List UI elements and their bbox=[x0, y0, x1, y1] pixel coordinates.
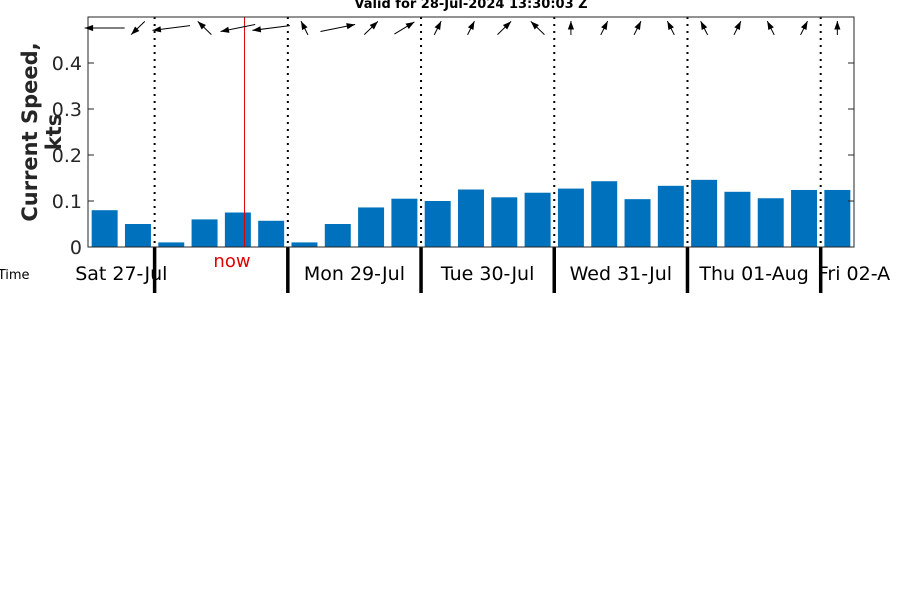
bar bbox=[657, 185, 684, 247]
y-tick-label: 0.4 bbox=[52, 53, 82, 75]
direction-arrow bbox=[766, 20, 775, 36]
bar bbox=[224, 212, 251, 247]
direction-arrow bbox=[197, 21, 212, 35]
bar bbox=[524, 192, 551, 247]
y-tick-label: 0.1 bbox=[52, 191, 82, 213]
bar bbox=[824, 189, 851, 247]
direction-arrow bbox=[666, 20, 675, 36]
bar bbox=[424, 201, 451, 247]
bar bbox=[358, 207, 385, 247]
day-label: Fri 02-A bbox=[817, 263, 891, 285]
bar bbox=[291, 242, 318, 247]
bar bbox=[258, 220, 285, 247]
direction-arrow bbox=[633, 20, 642, 36]
direction-arrow bbox=[800, 20, 808, 36]
day-label: Thu 01-Aug bbox=[699, 263, 809, 285]
chart-title: Valid for 28-Jul-2024 13:30:03 Z bbox=[354, 0, 588, 12]
plot-frame bbox=[87, 16, 855, 248]
day-label: Tue 30-Jul bbox=[440, 263, 535, 285]
bar bbox=[191, 219, 218, 247]
direction-arrow bbox=[433, 20, 442, 36]
direction-arrow bbox=[300, 20, 309, 36]
direction-arrow bbox=[394, 21, 415, 35]
bar bbox=[557, 188, 584, 247]
direction-arrow bbox=[600, 20, 609, 36]
direction-arrow bbox=[152, 25, 191, 33]
bar bbox=[124, 224, 151, 247]
direction-arrow bbox=[220, 24, 256, 33]
direction-arrow bbox=[497, 21, 512, 35]
day-label: Sat 27-Jul bbox=[75, 263, 168, 285]
now-label: now bbox=[213, 251, 251, 272]
bar bbox=[491, 197, 518, 247]
direction-arrow bbox=[733, 20, 742, 36]
direction-arrow bbox=[700, 20, 709, 36]
bar bbox=[458, 189, 484, 247]
direction-arrow bbox=[530, 21, 545, 35]
direction-arrow bbox=[84, 24, 125, 32]
day-label: Mon 29-Jul bbox=[303, 263, 405, 285]
bar bbox=[324, 224, 351, 247]
bar bbox=[591, 181, 618, 247]
bar bbox=[391, 198, 418, 247]
bar bbox=[91, 210, 118, 247]
bar bbox=[158, 242, 185, 247]
direction-arrow bbox=[467, 20, 475, 36]
bar bbox=[791, 189, 818, 247]
bar bbox=[691, 179, 718, 247]
direction-arrow bbox=[567, 21, 574, 35]
direction-arrow bbox=[834, 21, 841, 35]
direction-arrow bbox=[363, 21, 379, 35]
day-label: Wed 31-Jul bbox=[569, 263, 673, 285]
direction-arrow bbox=[320, 23, 356, 32]
direction-arrow bbox=[252, 25, 291, 33]
y-tick-label: 0.2 bbox=[52, 145, 82, 167]
direction-arrow bbox=[130, 21, 146, 35]
x-axis-label: l Time bbox=[0, 268, 30, 283]
y-tick-label: 0.3 bbox=[52, 99, 82, 121]
bar bbox=[624, 199, 651, 247]
bar bbox=[724, 191, 751, 247]
bar bbox=[757, 198, 784, 247]
y-tick-label: 0 bbox=[70, 237, 82, 259]
